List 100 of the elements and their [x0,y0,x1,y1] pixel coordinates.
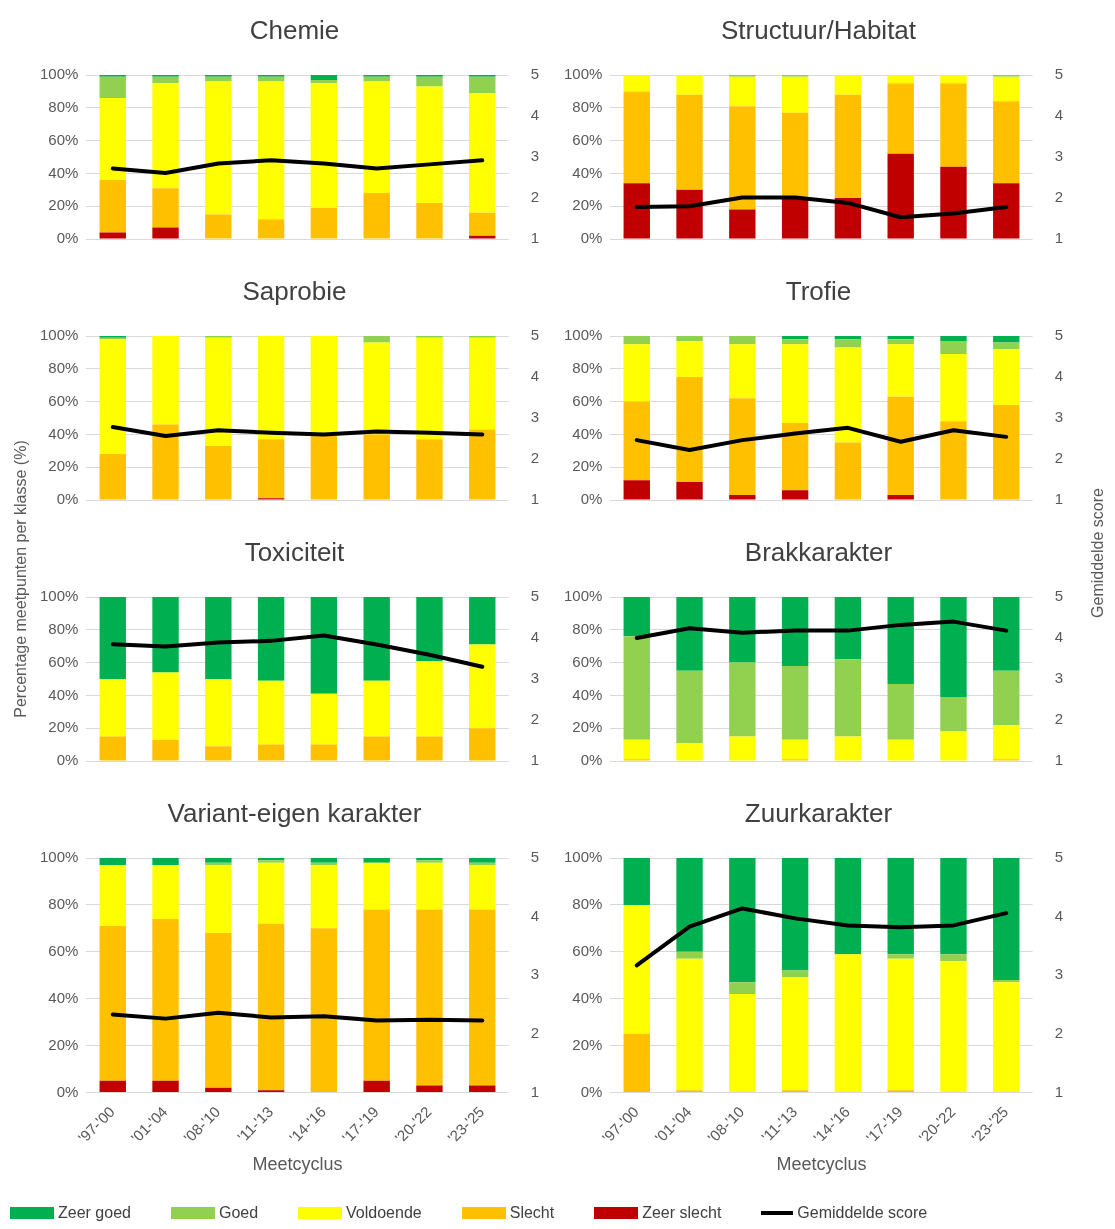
bar [310,207,338,239]
bar [887,339,914,345]
bar [469,337,496,430]
legend-label: Goed [218,1204,259,1222]
bar [363,193,390,239]
bar [623,344,650,402]
bar [834,75,862,95]
bar [363,909,390,1081]
bar [993,724,1020,760]
y-tick-label: 40% [572,685,603,703]
bar [623,1033,650,1092]
y2-tick-label: 5 [530,848,539,866]
bar [887,83,914,154]
bar [781,344,809,423]
bar [99,454,126,500]
bar [676,951,703,959]
bar [205,76,232,82]
y2-tick-label: 3 [530,965,539,983]
x-axis-title: Meetcyclus [776,1154,867,1175]
bar [310,75,338,80]
bar [416,76,443,87]
bar [152,918,179,1081]
y-tick-label: 40% [572,163,603,181]
y-tick-label: 100% [39,326,79,344]
bar [676,189,703,239]
bar [152,739,179,761]
bar [940,858,967,955]
bar [205,746,232,761]
bar [363,336,390,343]
legend-label: Slecht [509,1204,555,1222]
bar [887,597,914,684]
y-axis-title: Percentage meetpunten per klasse (%) [11,440,30,718]
y-tick-label: 60% [48,941,79,959]
bar [623,183,650,239]
bar [416,862,443,910]
y-tick-label: 40% [572,424,603,442]
bar [676,481,703,500]
bar [781,76,809,113]
y2-axis-title: Gemiddelde score [1088,488,1107,618]
legend-label: Gemiddelde score [797,1204,928,1222]
bar [729,994,756,1092]
y-tick-label: 60% [48,130,79,148]
y-tick-label: 20% [48,457,79,475]
bar [993,597,1020,671]
bar [623,597,650,637]
bar [834,347,862,443]
bar [940,597,967,698]
bar [152,672,179,740]
bar [205,81,232,215]
bar [152,865,179,919]
y2-tick-label: 1 [1054,229,1063,247]
bar [363,862,390,910]
bar [469,728,496,761]
bar [416,660,443,737]
y-tick-label: 40% [48,424,79,442]
bar [781,977,809,1091]
y-tick-label: 100% [563,326,603,344]
bar [310,865,338,929]
y-tick-label: 80% [48,895,79,913]
bar [99,597,126,679]
y-tick-label: 80% [48,97,79,115]
bar [940,336,967,341]
bar [469,858,496,863]
bar [257,81,285,220]
bar [887,954,914,959]
y-tick-label: 60% [48,391,79,409]
y2-tick-label: 3 [1054,147,1063,165]
bar [834,858,862,955]
y2-tick-label: 2 [530,188,539,206]
chart-title: Chemie [248,14,341,47]
bar [781,858,809,971]
bar [993,349,1020,405]
y-tick-label: 20% [48,196,79,214]
y2-tick-label: 2 [1054,449,1063,467]
bar [152,227,179,239]
bar [729,662,756,737]
bar [623,480,650,500]
chart-title: Zuurkarakter [743,797,894,830]
bar [257,744,285,761]
y-tick-label: 60% [572,941,603,959]
bar [152,858,179,866]
bar [469,212,496,236]
bar [993,183,1020,239]
bar [310,79,338,84]
bar [676,670,703,743]
bar [469,865,496,910]
y2-tick-label: 5 [1054,326,1063,344]
bar [729,344,756,399]
bar [99,858,126,866]
bar [940,731,967,761]
bar [363,680,390,737]
bar [729,495,756,500]
bar [310,858,338,863]
bar [99,736,126,761]
bar [676,75,703,95]
y2-tick-label: 4 [1054,367,1063,385]
y-tick-label: 80% [48,619,79,637]
bar [310,436,338,500]
bar [310,597,338,694]
y-tick-label: 40% [48,163,79,181]
